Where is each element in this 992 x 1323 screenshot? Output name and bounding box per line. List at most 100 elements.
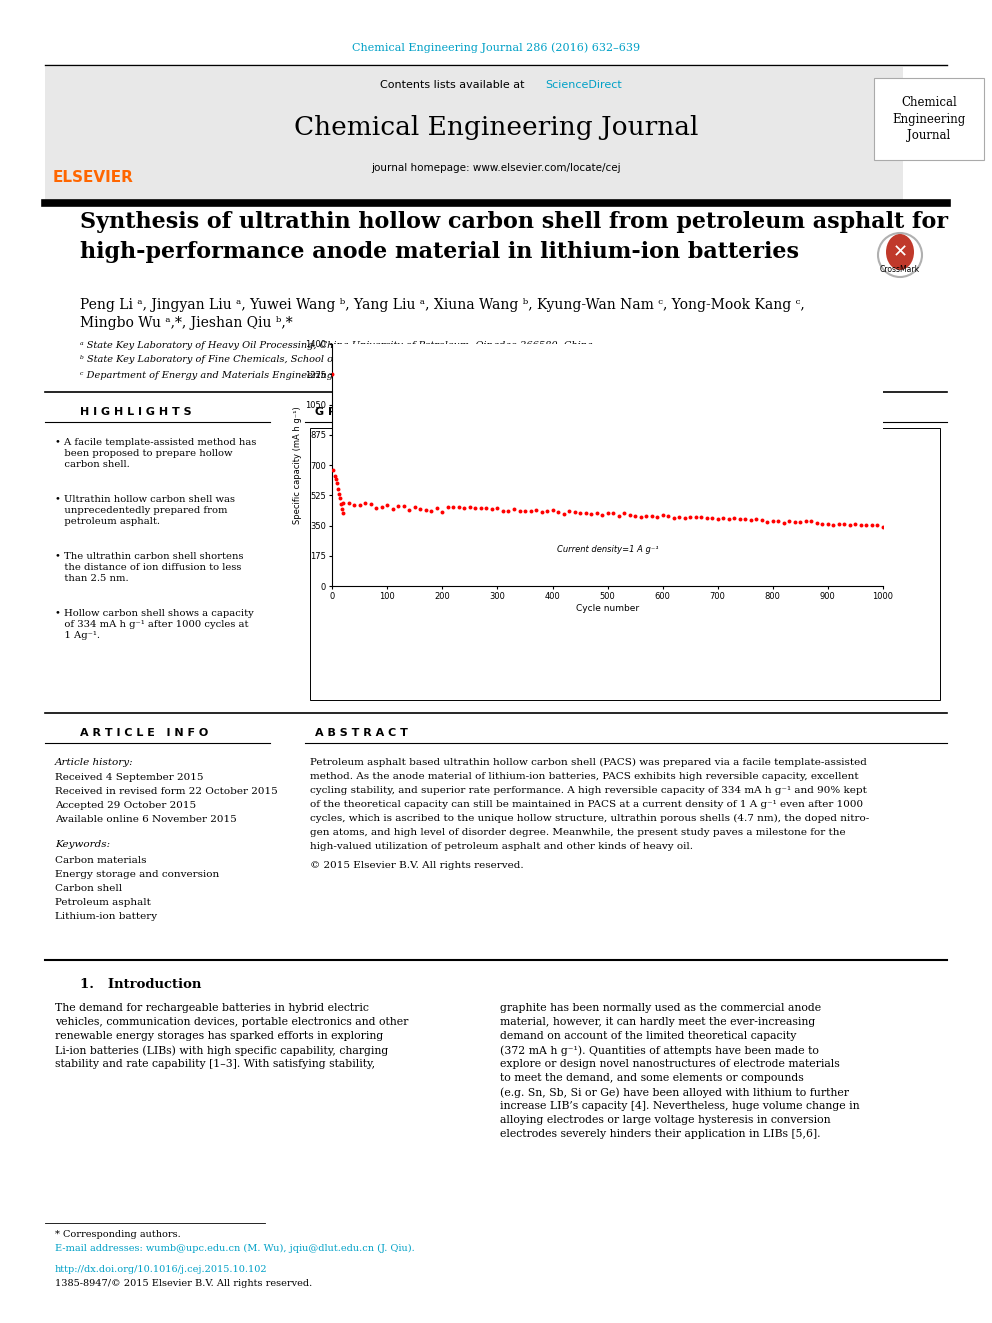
Point: [332, 488, 348, 509]
Point: [418, 500, 434, 521]
Point: [869, 515, 885, 536]
Point: [346, 495, 362, 516]
Point: [644, 505, 660, 527]
Text: • Ultrathin hollow carbon shell was
   unprecedentedly prepared from
   petroleu: • Ultrathin hollow carbon shell was unpr…: [55, 495, 235, 527]
Point: [330, 479, 346, 500]
Text: Chemical Engineering Journal: Chemical Engineering Journal: [294, 115, 698, 140]
Text: explore or design novel nanostructures of electrode materials: explore or design novel nanostructures o…: [500, 1058, 840, 1069]
Point: [633, 507, 649, 528]
Point: [836, 513, 852, 534]
Point: [616, 503, 632, 524]
Point: [825, 515, 841, 536]
Text: G R A P H I C A L   A B S T R A C T: G R A P H I C A L A B S T R A C T: [315, 407, 522, 417]
Point: [577, 503, 593, 524]
Point: [495, 500, 511, 521]
Text: Article history:: Article history:: [55, 758, 134, 767]
Text: • A facile template-assisted method has
   been proposed to prepare hollow
   ca: • A facile template-assisted method has …: [55, 438, 256, 470]
Text: Accepted 29 October 2015: Accepted 29 October 2015: [55, 800, 196, 810]
Point: [407, 496, 423, 517]
Point: [605, 503, 621, 524]
Point: [804, 511, 819, 532]
Point: [467, 497, 483, 519]
Point: [374, 496, 390, 517]
Point: [721, 508, 737, 529]
Text: to meet the demand, and some elements or compounds: to meet the demand, and some elements or…: [500, 1073, 804, 1084]
Point: [583, 503, 599, 524]
Text: Chemical Engineering Journal 286 (2016) 632–639: Chemical Engineering Journal 286 (2016) …: [352, 42, 640, 53]
Text: electrodes severely hinders their application in LIBs [5,6].: electrodes severely hinders their applic…: [500, 1129, 820, 1139]
Text: Energy storage and conversion: Energy storage and conversion: [55, 871, 219, 878]
Point: [847, 513, 863, 534]
Point: [451, 496, 467, 517]
Text: • The ultrathin carbon shell shortens
   the distance of ion diffusion to less
 : • The ultrathin carbon shell shortens th…: [55, 552, 243, 583]
Point: [501, 500, 517, 521]
Point: [328, 472, 344, 493]
Text: A B S T R A C T: A B S T R A C T: [315, 728, 408, 738]
Text: ᵇ State Key Laboratory of Fine Chemicals, School of Chemical Engineering, Dalian: ᵇ State Key Laboratory of Fine Chemicals…: [80, 356, 727, 365]
Text: cycles, which is ascribed to the unique hollow structure, ultrathin porous shell: cycles, which is ascribed to the unique …: [310, 814, 869, 823]
Bar: [310, 429, 940, 700]
Point: [771, 511, 787, 532]
Point: [331, 484, 347, 505]
Text: CrossMark: CrossMark: [880, 266, 920, 274]
Text: journal homepage: www.elsevier.com/locate/cej: journal homepage: www.elsevier.com/locat…: [371, 163, 621, 173]
Ellipse shape: [886, 234, 914, 270]
Point: [391, 495, 407, 516]
Text: ELSEVIER: ELSEVIER: [53, 171, 134, 185]
Text: H I G H L I G H T S: H I G H L I G H T S: [80, 407, 191, 417]
Text: Petroleum asphalt based ultrathin hollow carbon shell (PACS) was prepared via a : Petroleum asphalt based ultrathin hollow…: [310, 758, 867, 767]
Text: alloying electrodes or large voltage hysteresis in conversion: alloying electrodes or large voltage hys…: [500, 1115, 830, 1125]
Point: [517, 500, 533, 521]
Point: [473, 497, 489, 519]
Text: cycling stability, and superior rate performance. A high reversible capacity of : cycling stability, and superior rate per…: [310, 786, 867, 795]
Bar: [45, 67, 903, 200]
Point: [798, 511, 813, 532]
Point: [710, 508, 726, 529]
Text: ScienceDirect: ScienceDirect: [545, 79, 622, 90]
Point: [528, 499, 544, 520]
Text: E-mail addresses: wumb@upc.edu.cn (M. Wu), jqiu@dlut.edu.cn (J. Qiu).: E-mail addresses: wumb@upc.edu.cn (M. Wu…: [55, 1244, 415, 1253]
Point: [782, 511, 798, 532]
Point: [704, 507, 720, 528]
Text: Contents lists available at: Contents lists available at: [380, 79, 528, 90]
Point: [357, 493, 373, 515]
Point: [385, 499, 401, 520]
Point: [622, 505, 638, 527]
Point: [765, 511, 781, 532]
Point: [429, 497, 444, 519]
Point: [611, 505, 627, 527]
Text: material, however, it can hardly meet the ever-increasing: material, however, it can hardly meet th…: [500, 1017, 815, 1027]
Text: Received in revised form 22 October 2015: Received in revised form 22 October 2015: [55, 787, 278, 796]
Bar: [874, 78, 984, 160]
Text: * Corresponding authors.: * Corresponding authors.: [55, 1230, 181, 1240]
Point: [819, 513, 835, 534]
Point: [793, 511, 808, 532]
Text: Peng Li ᵃ, Jingyan Liu ᵃ, Yuwei Wang ᵇ, Yang Liu ᵃ, Xiuna Wang ᵇ, Kyung-Wan Nam : Peng Li ᵃ, Jingyan Liu ᵃ, Yuwei Wang ᵇ, …: [80, 298, 805, 312]
Point: [748, 509, 764, 531]
Point: [335, 492, 351, 513]
Text: 1.   Introduction: 1. Introduction: [80, 978, 201, 991]
Y-axis label: Specific capacity (mA h g⁻¹): Specific capacity (mA h g⁻¹): [294, 406, 303, 524]
Point: [484, 499, 500, 520]
Point: [754, 509, 770, 531]
Point: [424, 501, 439, 523]
Text: high-valued utilization of petroleum asphalt and other kinds of heavy oil.: high-valued utilization of petroleum asp…: [310, 841, 693, 851]
Point: [600, 503, 616, 524]
Text: © 2015 Elsevier B.V. All rights reserved.: © 2015 Elsevier B.V. All rights reserved…: [310, 861, 524, 871]
Point: [462, 497, 478, 519]
Point: [698, 508, 714, 529]
Point: [759, 512, 775, 533]
Point: [534, 501, 550, 523]
Point: [352, 495, 368, 516]
Point: [726, 507, 742, 528]
Text: gen atoms, and high level of disorder degree. Meanwhile, the present study paves: gen atoms, and high level of disorder de…: [310, 828, 845, 837]
Point: [445, 497, 461, 519]
Point: [743, 509, 759, 531]
Point: [732, 508, 748, 529]
Point: [545, 500, 560, 521]
Text: ᵃ State Key Laboratory of Heavy Oil Processing, China University of Petroleum, Q: ᵃ State Key Laboratory of Heavy Oil Proc…: [80, 340, 593, 349]
Text: Received 4 September 2015: Received 4 September 2015: [55, 773, 203, 782]
Point: [551, 501, 566, 523]
Text: Current density=1 A g⁻¹: Current density=1 A g⁻¹: [557, 545, 659, 553]
Text: (372 mA h g⁻¹). Quantities of attempts have been made to: (372 mA h g⁻¹). Quantities of attempts h…: [500, 1045, 818, 1056]
